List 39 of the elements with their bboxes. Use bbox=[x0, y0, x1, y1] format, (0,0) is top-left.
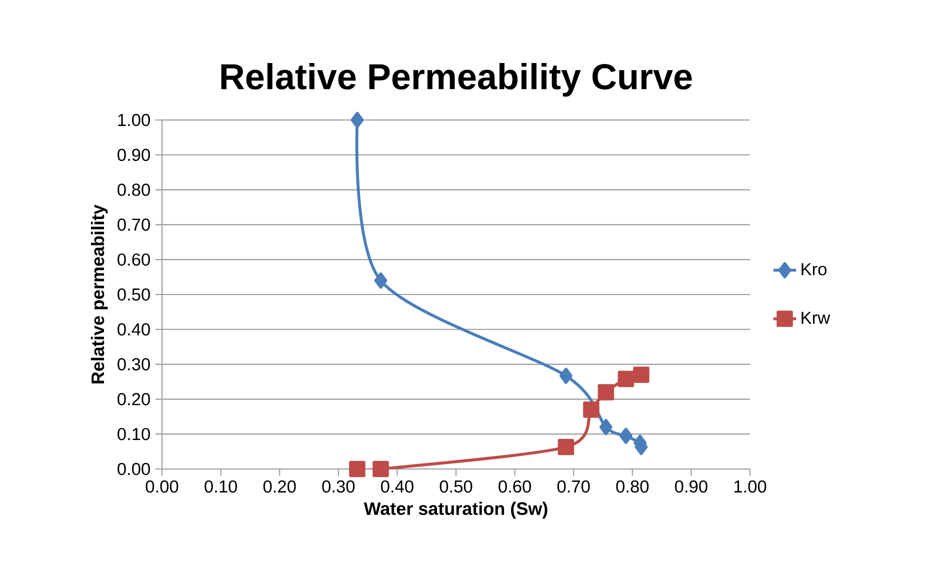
x-tick-label: 0.90 bbox=[675, 480, 708, 493]
y-tick-label: 0.90 bbox=[118, 148, 150, 162]
y-tick-label: 0.30 bbox=[118, 358, 150, 370]
x-tick-label: 0.10 bbox=[204, 480, 238, 493]
chart-title: Relative Permeability Curve bbox=[221, 63, 692, 97]
y-tick-label: 0.40 bbox=[118, 323, 150, 336]
y-tick-label: 0.50 bbox=[118, 288, 150, 301]
point bbox=[558, 438, 574, 456]
x-tick-label: 0.30 bbox=[322, 480, 355, 493]
x-tick-label: 0.20 bbox=[263, 480, 296, 493]
y-tick-label: 0.80 bbox=[118, 184, 150, 196]
y-tick-label: 0.70 bbox=[118, 218, 150, 231]
legend-label: Krw bbox=[802, 312, 830, 324]
point bbox=[633, 366, 650, 383]
y-tick-label: 0.10 bbox=[118, 428, 150, 440]
point bbox=[583, 402, 600, 418]
point bbox=[374, 272, 388, 289]
y-tick-label: 0.20 bbox=[118, 393, 150, 406]
x-tick-label: 0.60 bbox=[498, 480, 531, 493]
y-tick-label: 1.00 bbox=[118, 114, 150, 126]
x-tick-label: 0.70 bbox=[557, 480, 590, 493]
point bbox=[598, 384, 614, 400]
x-tick-label: 1.00 bbox=[734, 480, 766, 493]
y-axis-title: Relative permeability bbox=[90, 204, 108, 384]
point bbox=[559, 368, 572, 384]
x-tick-label: 0.40 bbox=[381, 480, 414, 493]
point bbox=[599, 418, 612, 436]
point bbox=[618, 370, 634, 388]
x-tick-label: 0.80 bbox=[616, 480, 649, 493]
point bbox=[350, 112, 364, 128]
x-axis-title: Water saturation (Sw) bbox=[364, 502, 548, 519]
x-tick-label: 0.00 bbox=[146, 480, 178, 493]
point bbox=[372, 460, 389, 478]
point bbox=[619, 428, 632, 444]
y-tick-label: 0.60 bbox=[118, 253, 150, 266]
point bbox=[349, 460, 366, 478]
legend-label: Kro bbox=[802, 263, 827, 276]
y-tick-label: 0.00 bbox=[118, 462, 150, 476]
x-tick-label: 0.50 bbox=[440, 480, 472, 493]
